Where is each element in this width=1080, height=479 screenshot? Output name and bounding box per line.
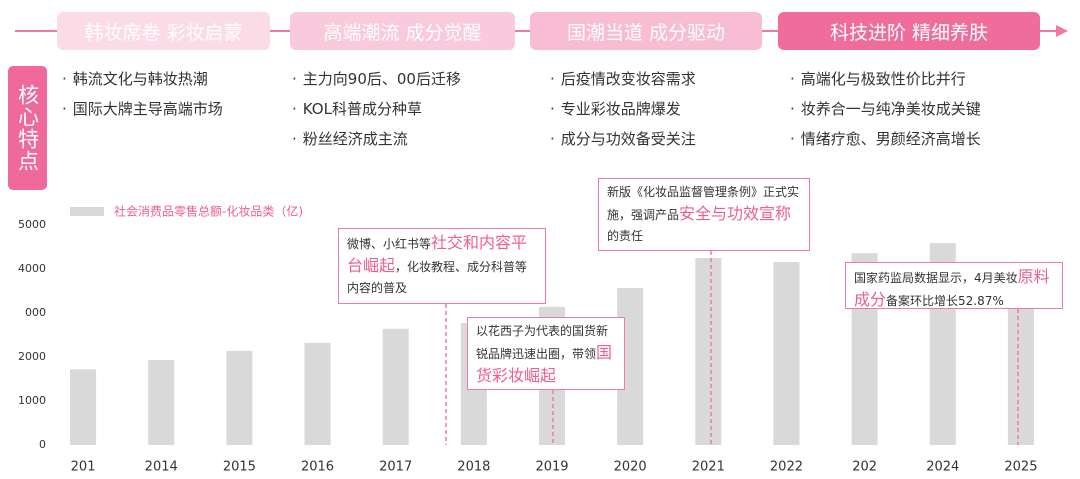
stage-title: 高端潮流 成分觉醒 [290, 12, 515, 50]
bullet: 粉丝经济成主流 [292, 128, 408, 149]
x-tick-label: 2019 [535, 460, 568, 475]
x-tick-label: 2017 [379, 460, 412, 475]
bullet: 国际大牌主导高端市场 [62, 98, 223, 119]
bar [70, 369, 97, 445]
bar [382, 328, 409, 445]
annotation: 新版《化妆品监督管理条例》正式实施，强调产品安全与功效宣称的责任 [598, 178, 810, 251]
annotation: 国家药监局数据显示，4月美妆原料成分备案环比增长52.87% [845, 262, 1063, 309]
annotation-text: 以花西子为代表的国货新锐品牌迅速出圈，带领 [476, 324, 609, 361]
y-tick-label: 5000 [18, 218, 46, 231]
annotation-highlight: 原料成分 [854, 267, 1050, 309]
x-tick-label: 2022 [770, 460, 803, 475]
x-tick-label: 2016 [301, 460, 334, 475]
x-tick-label: 2018 [457, 460, 490, 475]
stage-title: 科技进阶 精细养肤 [778, 12, 1040, 50]
x-tick-label: 2015 [223, 460, 256, 475]
bullet: 高端化与极致性价比并行 [790, 68, 966, 89]
annotation-text: ，化妆教程、成分科普等内容的普及 [347, 260, 528, 295]
bar [148, 360, 175, 445]
bullet: 后疫情改变妆容需求 [550, 68, 696, 89]
bullet: 主力向90后、00后迁移 [292, 68, 461, 89]
stage-title: 韩妆席卷 彩妆启蒙 [57, 12, 270, 50]
x-tick-label: 2025 [1004, 460, 1037, 475]
x-tick-label: 2021 [692, 460, 725, 475]
annotation-highlight: 国货彩妆崛起 [476, 343, 613, 385]
y-tick-label: 2000 [18, 350, 46, 363]
x-tick-label: 202 [852, 460, 877, 475]
annotation-text: 微博、小红书等 [347, 237, 432, 251]
legend-swatch [70, 207, 104, 216]
annotation-text: 的责任 [607, 229, 644, 243]
bar [226, 350, 253, 445]
bar [304, 342, 331, 445]
bullet: 妆养合一与纯净美妆成关键 [790, 98, 981, 119]
y-tick-label: 0 [39, 438, 46, 451]
annotation: 微博、小红书等社交和内容平台崛起，化妆教程、成分科普等内容的普及 [338, 228, 546, 304]
bar [695, 258, 722, 445]
y-tick-label: 000 [25, 306, 46, 319]
bar [1007, 308, 1034, 445]
x-tick-label: 2014 [145, 460, 178, 475]
side-label: 核心特点 [8, 66, 47, 190]
y-tick-label: 4000 [18, 262, 46, 275]
bullet: 韩流文化与韩妆热潮 [62, 68, 208, 89]
timeline-arrow [1056, 25, 1068, 37]
bullet: 专业彩妆品牌爆发 [550, 98, 681, 119]
bullet: 成分与功效备受关注 [550, 128, 696, 149]
annotation-text: 新版《化妆品监督管理条例》正式实施，强调产品 [607, 185, 800, 222]
bullet: 情绪疗愈、男颜经济高增长 [790, 128, 981, 149]
x-tick-label: 201 [71, 460, 96, 475]
annotation-text: 备案环比增长52.87% [886, 294, 1004, 308]
bar [773, 261, 800, 445]
annotation: 以花西子为代表的国货新锐品牌迅速出圈，带领国货彩妆崛起 [467, 317, 625, 390]
annotation-highlight: 社交和内容平台崛起 [347, 233, 528, 275]
stage-title: 国潮当道 成分驱动 [530, 12, 762, 50]
annotation-text: 国家药监局数据显示，4月美妆 [854, 271, 1018, 285]
x-tick-label: 2020 [614, 460, 647, 475]
y-tick-label: 1000 [18, 394, 46, 407]
legend-label: 社会消费品零售总额-化妆品类（亿) [114, 204, 303, 219]
bullet: KOL科普成分种草 [292, 98, 422, 119]
x-tick-label: 2024 [926, 460, 959, 475]
annotation-highlight: 安全与功效宣称 [679, 204, 792, 223]
